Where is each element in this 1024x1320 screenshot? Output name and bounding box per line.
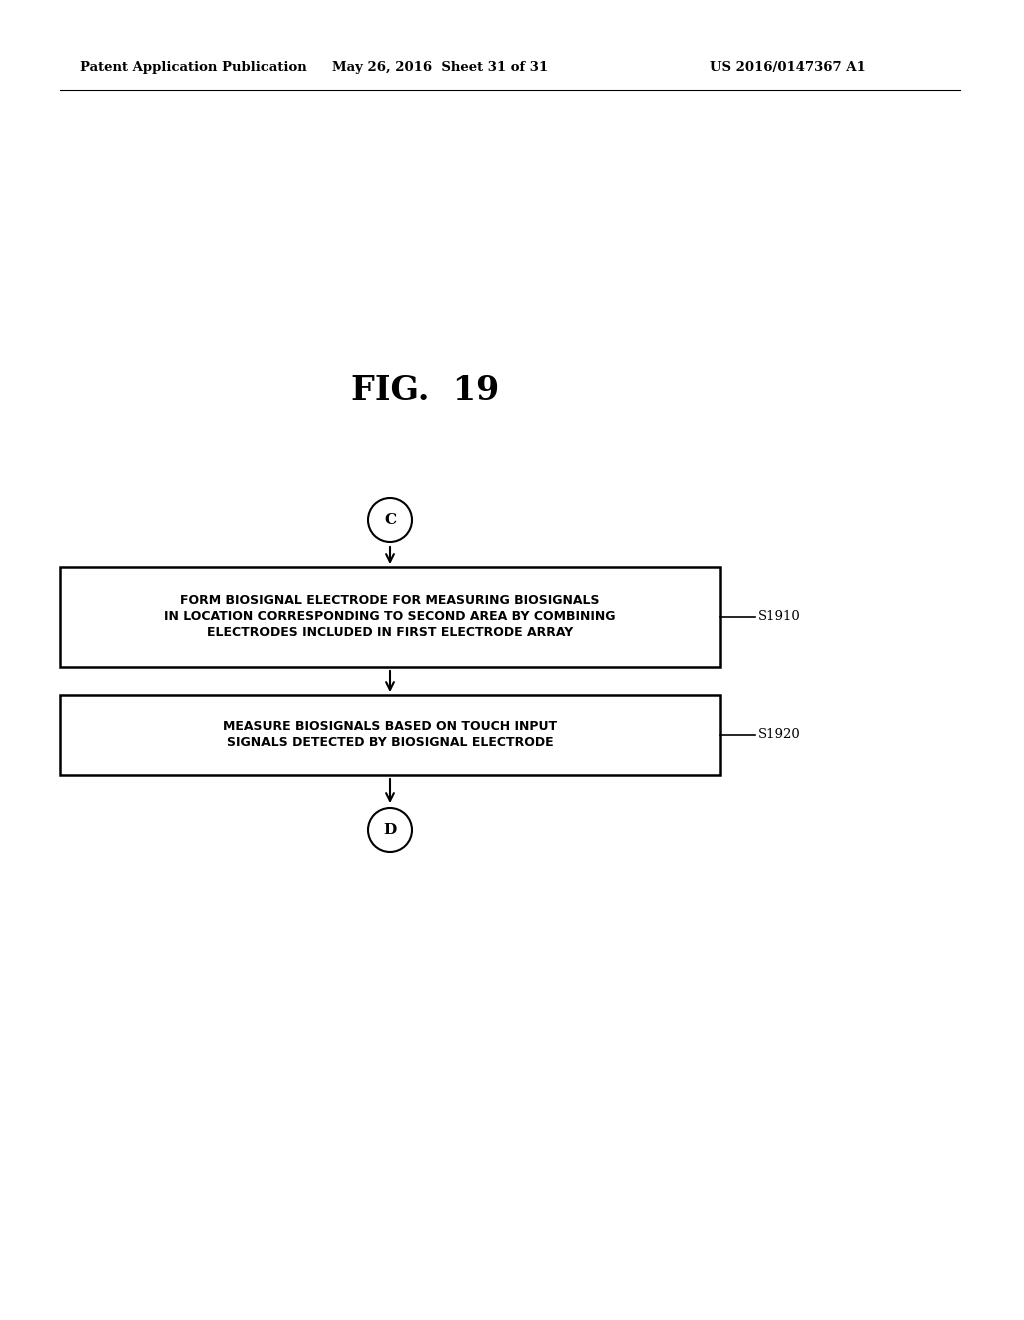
Text: MEASURE BIOSIGNALS BASED ON TOUCH INPUT: MEASURE BIOSIGNALS BASED ON TOUCH INPUT [223, 721, 557, 734]
Text: US 2016/0147367 A1: US 2016/0147367 A1 [710, 62, 865, 74]
Bar [60, 568, 720, 667]
Text: IN LOCATION CORRESPONDING TO SECOND AREA BY COMBINING: IN LOCATION CORRESPONDING TO SECOND AREA… [164, 610, 615, 623]
Bar [60, 696, 720, 775]
Text: ELECTRODES INCLUDED IN FIRST ELECTRODE ARRAY: ELECTRODES INCLUDED IN FIRST ELECTRODE A… [207, 627, 573, 639]
Text: FIG.  19: FIG. 19 [351, 374, 499, 407]
Text: S1920: S1920 [758, 729, 801, 742]
Text: Patent Application Publication: Patent Application Publication [80, 62, 307, 74]
Text: C: C [384, 513, 396, 527]
Text: S1910: S1910 [758, 610, 801, 623]
Text: D: D [383, 822, 396, 837]
Text: May 26, 2016  Sheet 31 of 31: May 26, 2016 Sheet 31 of 31 [332, 62, 548, 74]
Text: SIGNALS DETECTED BY BIOSIGNAL ELECTRODE: SIGNALS DETECTED BY BIOSIGNAL ELECTRODE [226, 737, 553, 750]
Text: FORM BIOSIGNAL ELECTRODE FOR MEASURING BIOSIGNALS: FORM BIOSIGNAL ELECTRODE FOR MEASURING B… [180, 594, 600, 607]
